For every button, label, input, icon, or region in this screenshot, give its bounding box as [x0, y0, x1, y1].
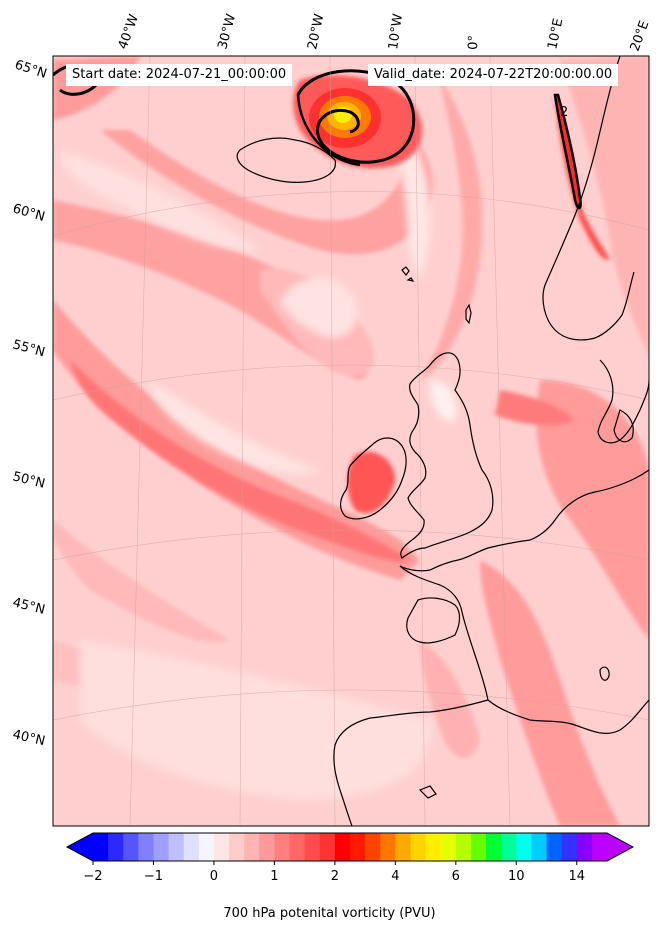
colorbar-tick-label: −1 [144, 869, 163, 884]
colorbar-swatch [304, 833, 321, 861]
lat-label: 45°N [11, 595, 46, 617]
colorbar-swatch [576, 833, 593, 861]
colorbar-swatch [153, 833, 170, 861]
colorbar-title: 700 hPa potenital vorticity (PVU) [223, 906, 436, 921]
colorbar-tick-label: −2 [83, 869, 102, 884]
colorbar-swatch [486, 833, 502, 861]
colorbar-tick-label: 1 [270, 869, 278, 884]
colorbar-swatch [289, 833, 306, 861]
lat-labels: 65°N 60°N 55°N 50°N 45°N 40°N [11, 58, 49, 750]
lon-label: 40°W [116, 12, 142, 51]
colorbar-swatch [380, 833, 396, 861]
colorbar-swatch [123, 833, 139, 861]
colorbar-swatch [244, 833, 260, 861]
lat-label: 40°N [11, 727, 46, 749]
start-date-label: Start date: 2024-07-21_00:00:00 [66, 64, 293, 86]
colorbar-swatch [501, 833, 517, 861]
colorbar-swatch [470, 833, 487, 861]
coastlines [236, 56, 649, 826]
colorbar-tick-label: 14 [568, 869, 585, 884]
lat-label: 65°N [13, 58, 49, 82]
contour-label: 2 [560, 105, 568, 120]
colorbar-extend-max [607, 833, 633, 861]
lon-label: 10°W [386, 13, 406, 51]
colorbar-swatch [561, 833, 578, 861]
colorbar-swatch [229, 833, 245, 861]
lon-label: 20°E [628, 19, 653, 54]
colorbar-swatch [274, 833, 291, 861]
colorbar-swatch [138, 833, 154, 861]
lon-label: 0° [466, 35, 482, 50]
colorbar-swatch [183, 833, 200, 861]
colorbar-tick-label: 0 [210, 869, 218, 884]
valid-date-label: Valid_date: 2024-07-22T20:00:00.00 [368, 64, 619, 86]
colorbar-swatch [516, 833, 532, 861]
colorbar-tick-label: 6 [452, 869, 460, 884]
lat-label: 50°N [11, 469, 46, 491]
pv-contour-norway [553, 93, 582, 210]
colorbar-swatch [365, 833, 381, 861]
colorbar-swatch [319, 833, 336, 861]
colorbar-swatch [410, 833, 427, 861]
colorbar-swatch [531, 833, 548, 861]
colorbar-swatch [455, 833, 472, 861]
lon-label: 20°W [305, 12, 327, 50]
colorbar-swatch [93, 833, 109, 861]
lon-label: 10°E [545, 17, 566, 51]
colorbar-swatch [546, 833, 563, 861]
colorbar-swatch [168, 833, 185, 861]
colorbar-swatch [259, 833, 275, 861]
colorbar-tick-label: 10 [508, 869, 525, 884]
lat-label: 60°N [11, 201, 47, 224]
colorbar-tick-label: 2 [331, 869, 339, 884]
colorbar-swatch [440, 833, 457, 861]
lon-labels: 40°W 30°W 20°W 10°W 0° 10°E 20°E [116, 12, 653, 53]
lat-label: 55°N [11, 337, 47, 360]
colorbar-swatch [395, 833, 411, 861]
lon-label: 30°W [215, 12, 239, 51]
colorbar-swatch [334, 833, 351, 861]
pv-field: 2 [53, 56, 649, 826]
map-frame [52, 55, 650, 827]
colorbar-swatch [198, 833, 215, 861]
colorbar-swatch [108, 833, 124, 861]
colorbar: −2 −1 0 1 2 4 6 10 14 [65, 832, 635, 884]
colorbar-swatch [591, 833, 608, 861]
colorbar-swatch [213, 833, 230, 861]
colorbar-tick-label: 4 [391, 869, 399, 884]
colorbar-extend-min [67, 833, 93, 861]
cyclone-core [296, 69, 416, 167]
colorbar-swatch [350, 833, 366, 861]
graticule [53, 56, 649, 826]
colorbar-swatch [425, 833, 442, 861]
